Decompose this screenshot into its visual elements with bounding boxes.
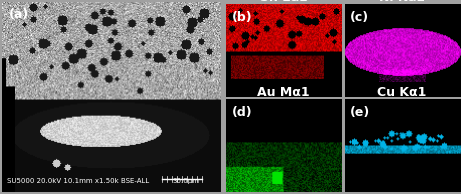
Text: (c): (c) [350,11,369,24]
Title: Sn Lα1: Sn Lα1 [260,0,307,4]
Title: Au Mα1: Au Mα1 [257,86,310,99]
Text: SU5000 20.0kV 10.1mm x1.50k BSE-ALL: SU5000 20.0kV 10.1mm x1.50k BSE-ALL [6,178,149,184]
Text: (e): (e) [350,106,371,119]
Text: (d): (d) [231,106,252,119]
Text: (b): (b) [231,11,252,24]
Text: (a): (a) [9,8,29,21]
Title: Ni Kα1: Ni Kα1 [379,0,425,4]
Text: 30.0μm: 30.0μm [172,178,199,184]
Title: Cu Kα1: Cu Kα1 [378,86,427,99]
